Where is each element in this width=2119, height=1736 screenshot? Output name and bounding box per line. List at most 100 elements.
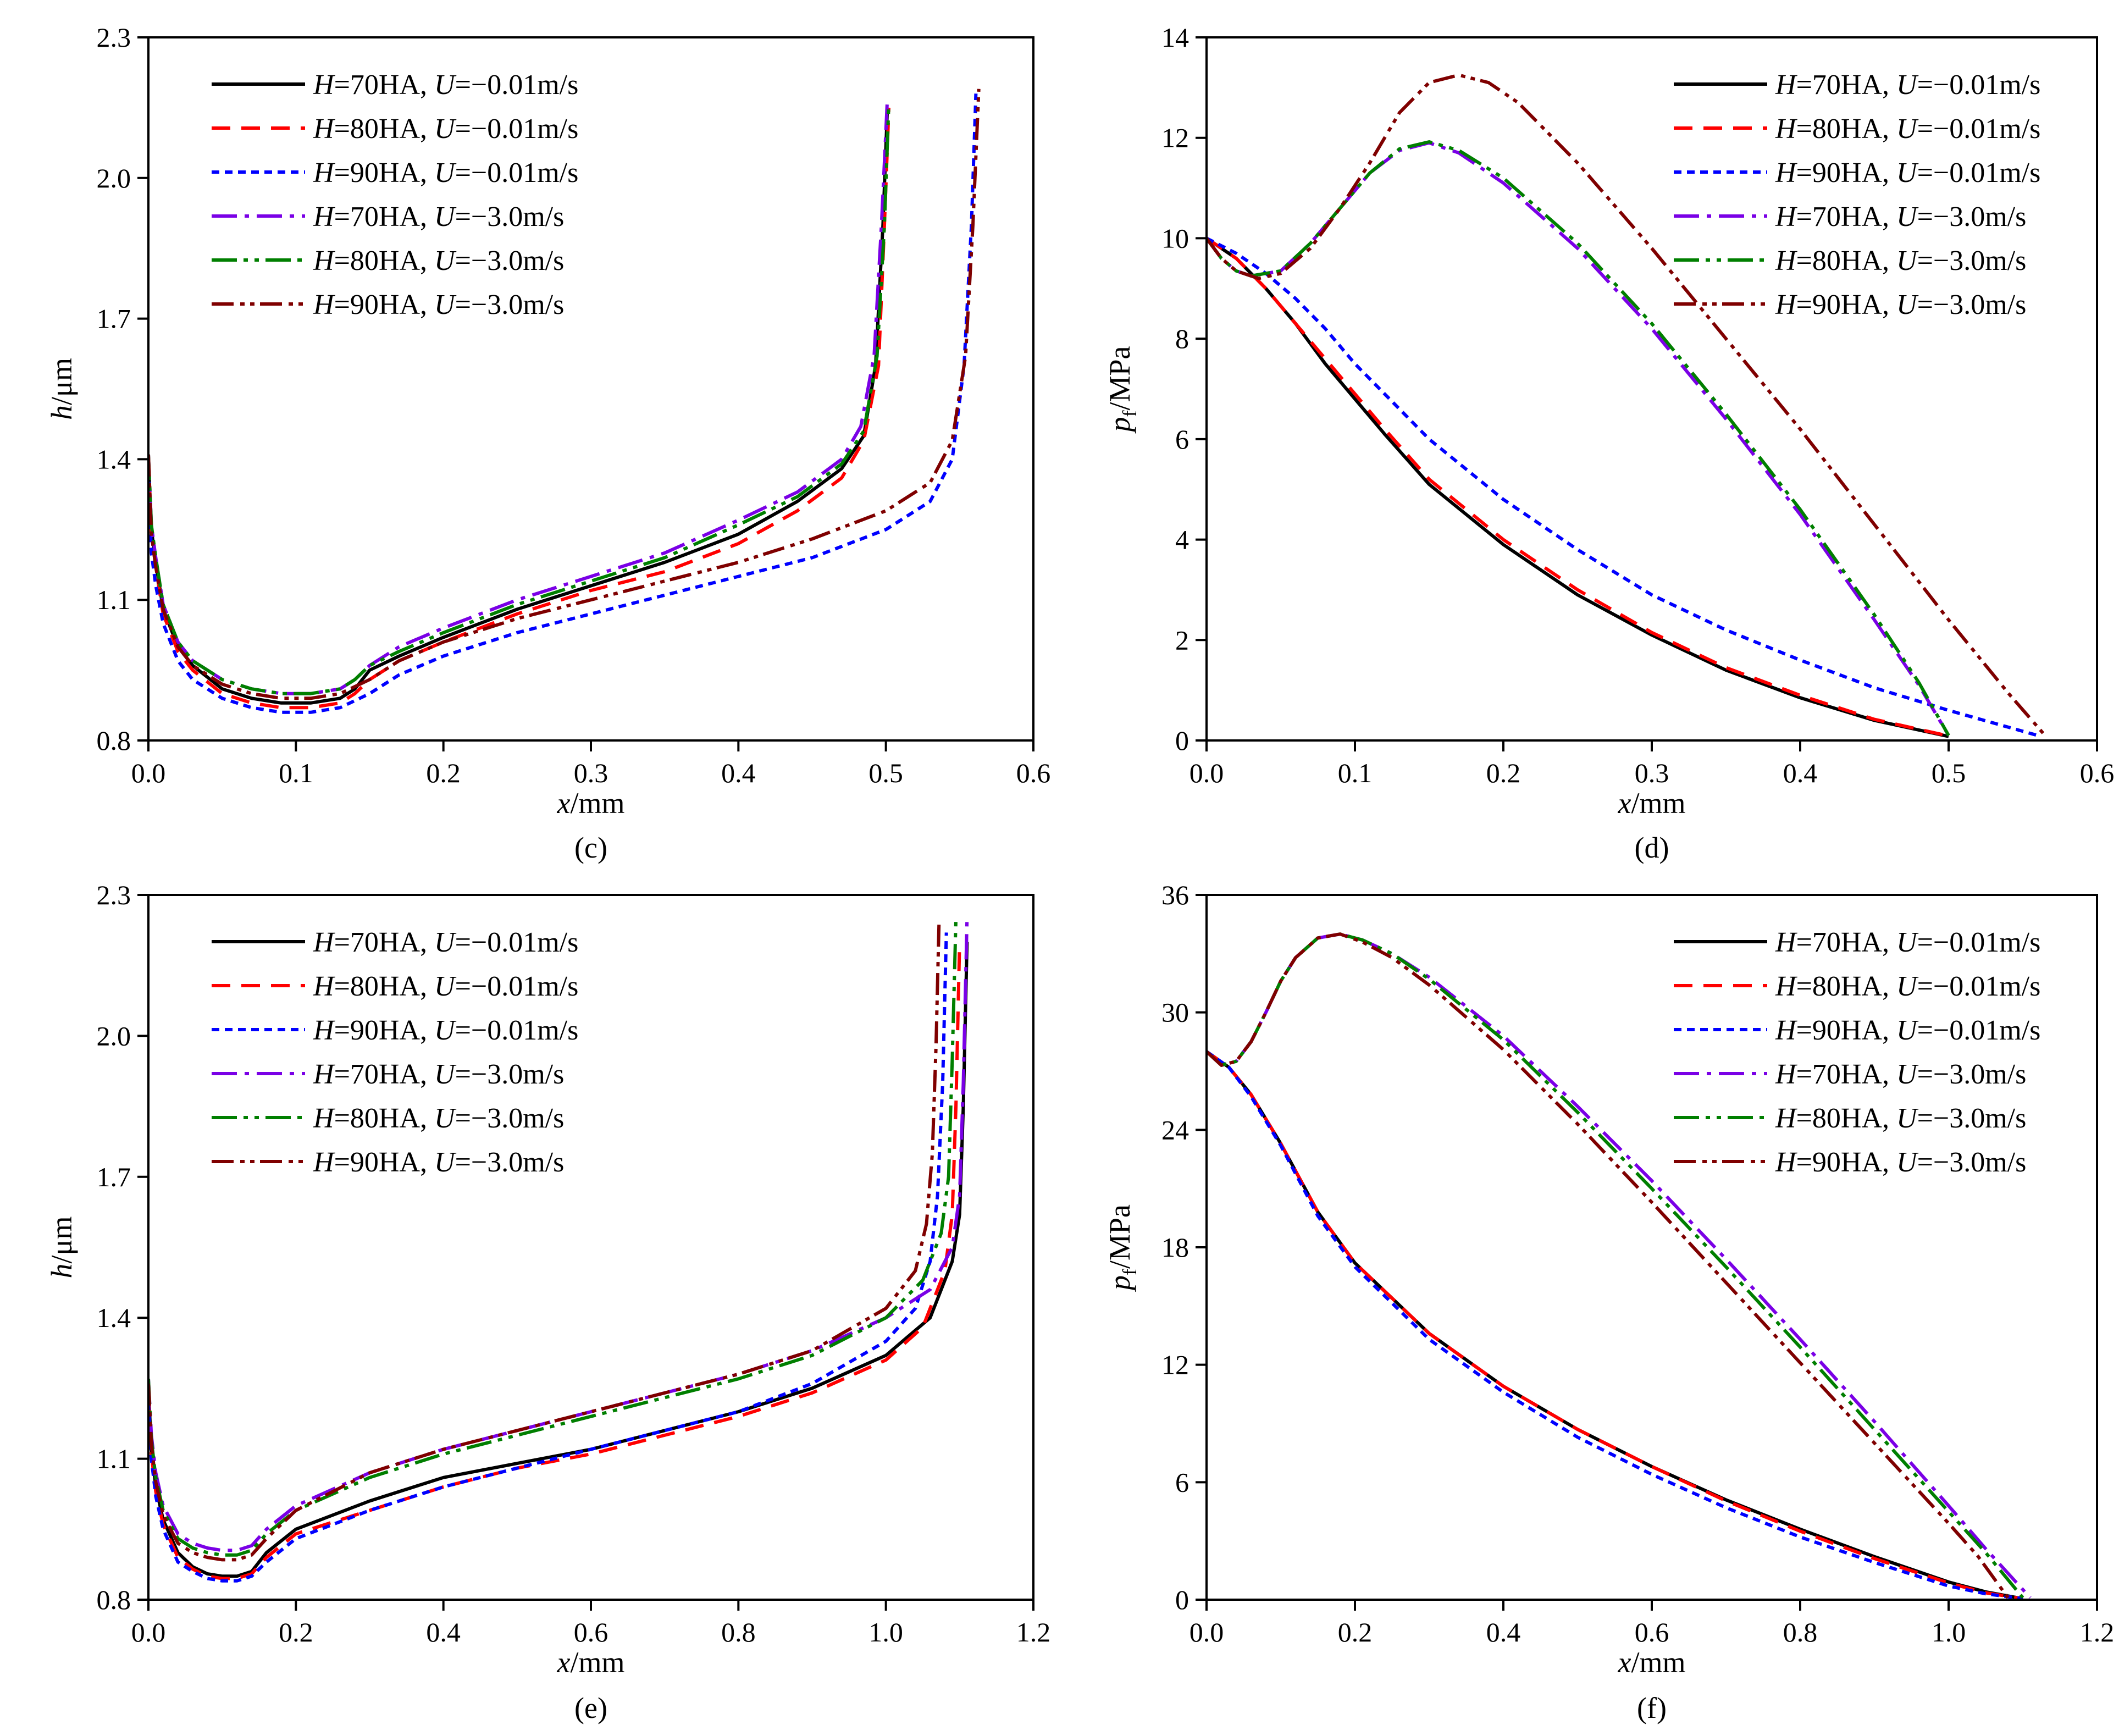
x-tick-label: 0.6 (1635, 1617, 1669, 1647)
chart-panel-2: 0.0 0.2 0.4 0.6 0.8 1.0 1.2 0.8 1.1 1.4 1.7 2.0 2.3 x… (45, 880, 1050, 1724)
legend-h-value: =70HA, (1796, 201, 1896, 233)
panel-caption: (f) (1637, 1691, 1667, 1724)
legend-label-1: H=70HA, U=−0.01m/s (313, 927, 578, 958)
legend-h-value: =90HA, (334, 289, 434, 320)
x-tick-label: 0.0 (1189, 758, 1224, 788)
legend-u-var: U (434, 971, 457, 1002)
series-line-3 (148, 932, 948, 1583)
legend-label-4: H=70HA, U=−3.0m/s (1775, 1059, 2026, 1090)
y-tick-label: 0.8 (97, 725, 131, 756)
legend-h-var: H (313, 1147, 335, 1178)
legend-label-6: H=90HA, U=−3.0m/s (313, 289, 564, 320)
x-tick-label: 0.3 (574, 758, 608, 788)
legend-h-value: =70HA, (1796, 1059, 1896, 1090)
legend-h-value: =70HA, (334, 201, 434, 233)
legend-u-var: U (434, 927, 457, 958)
legend-u-value: =−0.01m/s (455, 927, 579, 958)
legend-h-var: H (313, 201, 335, 233)
legend-h-value: =90HA, (334, 157, 434, 189)
legend-u-value: =−3.0m/s (455, 245, 565, 277)
legend-h-var: H (1775, 69, 1797, 101)
series-group (1207, 932, 2032, 1600)
y-axis-label: h/μm (45, 358, 78, 420)
legend-u-value: =−3.0m/s (1917, 1059, 2027, 1090)
y-tick-label: 2.3 (97, 880, 131, 910)
legend-label-2: H=80HA, U=−0.01m/s (313, 113, 578, 145)
legend-h-var: H (313, 245, 335, 277)
legend-h-var: H (1775, 1103, 1797, 1134)
legend-label-3: H=90HA, U=−0.01m/s (313, 157, 578, 189)
legend-u-var: U (1896, 157, 1919, 189)
x-tick-label: 1.0 (868, 1617, 903, 1647)
legend-label-3: H=90HA, U=−0.01m/s (1775, 1015, 2040, 1046)
legend-u-value: =−0.01m/s (1917, 971, 2041, 1002)
legend-u-var: U (434, 289, 457, 320)
legend-h-value: =80HA, (334, 971, 434, 1002)
x-tick-label: 0.5 (1932, 758, 1966, 788)
legend-label-6: H=90HA, U=−3.0m/s (1775, 1147, 2026, 1178)
legend-u-var: U (434, 69, 457, 101)
legend-label-4: H=70HA, U=−3.0m/s (1775, 201, 2026, 233)
legend-label-3: H=90HA, U=−0.01m/s (313, 1015, 578, 1046)
legend-label-5: H=80HA, U=−3.0m/s (1775, 245, 2026, 277)
legend-h-value: =80HA, (334, 113, 434, 145)
legend-u-value: =−3.0m/s (1917, 1103, 2027, 1134)
legend-u-value: =−3.0m/s (455, 1147, 565, 1178)
legend-label-5: H=80HA, U=−3.0m/s (313, 245, 564, 277)
x-axis-unit: /mm (570, 1646, 624, 1679)
x-axis-var: x (1618, 787, 1631, 820)
y-axis-label: pf/MPa (1103, 1204, 1141, 1292)
legend-u-var: U (434, 1015, 457, 1046)
legend: H=70HA, U=−0.01m/sH=80HA, U=−0.01m/sH=90… (1674, 927, 2040, 1178)
y-tick-label: 1.1 (97, 1444, 131, 1474)
y-tick-label: 6 (1175, 1467, 1189, 1497)
legend-h-value: =70HA, (334, 69, 434, 101)
x-tick-label: 0.2 (426, 758, 461, 788)
legend-label-5: H=80HA, U=−3.0m/s (1775, 1103, 2026, 1134)
plot-frame (147, 894, 1034, 1601)
y-tick-label: 10 (1161, 223, 1189, 253)
series-line-5 (148, 103, 890, 695)
legend-u-value: =−3.0m/s (455, 1059, 565, 1090)
y-axis-var: p (1103, 1275, 1136, 1292)
legend-h-value: =80HA, (334, 245, 434, 277)
y-tick-label: 14 (1161, 22, 1189, 53)
legend-u-value: =−0.01m/s (455, 69, 579, 101)
chart-panel-3: 0.0 0.2 0.4 0.6 0.8 1.0 1.2061218243036x/mmpf/… (1103, 880, 2114, 1724)
legend-label-2: H=80HA, U=−0.01m/s (313, 971, 578, 1002)
legend-h-var: H (313, 289, 335, 320)
panel-caption: (e) (574, 1691, 607, 1724)
x-tick-label: 0.4 (426, 1617, 461, 1647)
legend: H=70HA, U=−0.01m/sH=80HA, U=−0.01m/sH=90… (1674, 69, 2040, 320)
y-axis-unit: /MPa (1103, 346, 1136, 410)
x-tick-label: 0.4 (721, 758, 756, 788)
series-line-2 (1207, 1050, 2023, 1600)
x-tick-label: 1.0 (1932, 1617, 1966, 1647)
legend-h-var: H (313, 971, 335, 1002)
legend-h-var: H (1775, 201, 1797, 233)
y-tick-label: 1.7 (97, 1162, 131, 1192)
legend-label-2: H=80HA, U=−0.01m/s (1775, 971, 2040, 1002)
legend: H=70HA, U=−0.01m/sH=80HA, U=−0.01m/sH=90… (212, 69, 578, 320)
legend-u-value: =−3.0m/s (1917, 245, 2027, 277)
legend-u-value: =−0.01m/s (455, 971, 579, 1002)
legend-label-5: H=80HA, U=−3.0m/s (313, 1103, 564, 1134)
y-tick-label: 1.7 (97, 303, 131, 334)
x-axis-label: x/mm (1618, 787, 1686, 820)
x-axis-unit: /mm (1631, 1646, 1685, 1679)
legend-label-6: H=90HA, U=−3.0m/s (1775, 289, 2026, 320)
series-line-5 (1207, 932, 2024, 1599)
y-tick-label: 1.4 (97, 444, 131, 474)
series-line-2 (1207, 236, 1949, 738)
legend-u-var: U (1896, 1015, 1919, 1046)
x-axis-label: x/mm (557, 1646, 625, 1679)
x-tick-label: 0.1 (1338, 758, 1373, 788)
y-axis-label: h/μm (45, 1217, 78, 1279)
y-axis-var: h (45, 405, 78, 420)
x-tick-label: 0.4 (1486, 1617, 1521, 1647)
legend-u-var: U (434, 1103, 457, 1134)
legend-u-value: =−0.01m/s (1917, 927, 2041, 958)
legend-h-value: =70HA, (1796, 927, 1896, 958)
legend-label-4: H=70HA, U=−3.0m/s (313, 1059, 564, 1090)
x-tick-label: 0.6 (1016, 758, 1051, 788)
